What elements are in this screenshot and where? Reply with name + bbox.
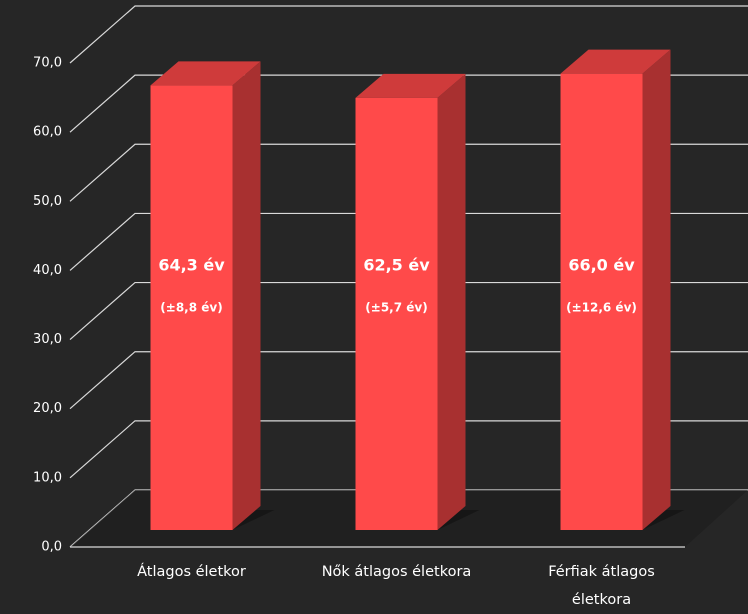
bar-group xyxy=(355,73,480,530)
grid-line xyxy=(69,74,748,133)
y-tick-label: 40,0 xyxy=(33,263,62,278)
bar-group xyxy=(150,61,275,530)
error-label: (±8,8 év) xyxy=(160,301,222,315)
value-label: 66,0 év xyxy=(568,256,635,275)
x-tick-label: Férfiak átlagos életkora xyxy=(548,564,655,608)
bar-side xyxy=(437,73,466,530)
y-tick-label: 70,0 xyxy=(33,56,62,71)
grid-line xyxy=(69,212,748,271)
bar xyxy=(355,97,438,530)
y-tick-label: 0,0 xyxy=(41,540,62,555)
y-tick-label: 60,0 xyxy=(33,125,62,140)
error-label: (±5,7 év) xyxy=(365,301,427,315)
bar-group xyxy=(560,49,685,531)
grid-line xyxy=(69,420,748,479)
y-tick-label: 50,0 xyxy=(33,194,62,209)
bar xyxy=(560,73,643,531)
value-label: 64,3 év xyxy=(158,256,225,275)
value-label: 62,5 év xyxy=(363,256,430,275)
bar-top xyxy=(150,61,261,86)
x-tick-label: Nők átlagos életkora xyxy=(321,564,472,580)
grid-line xyxy=(69,143,748,202)
grid-line xyxy=(69,351,748,410)
grid-line xyxy=(69,281,748,341)
y-tick-label: 20,0 xyxy=(33,401,62,416)
grid-line xyxy=(69,5,748,64)
y-tick-label: 30,0 xyxy=(33,332,62,347)
bar-side xyxy=(642,49,671,531)
y-tick-label: 10,0 xyxy=(33,470,62,485)
x-tick-label: Átlagos életkor xyxy=(137,564,246,580)
bar-top xyxy=(560,49,671,74)
bar-top xyxy=(355,73,466,98)
error-label: (±12,6 év) xyxy=(566,301,637,315)
bar-side xyxy=(232,61,261,530)
bar xyxy=(150,85,233,530)
